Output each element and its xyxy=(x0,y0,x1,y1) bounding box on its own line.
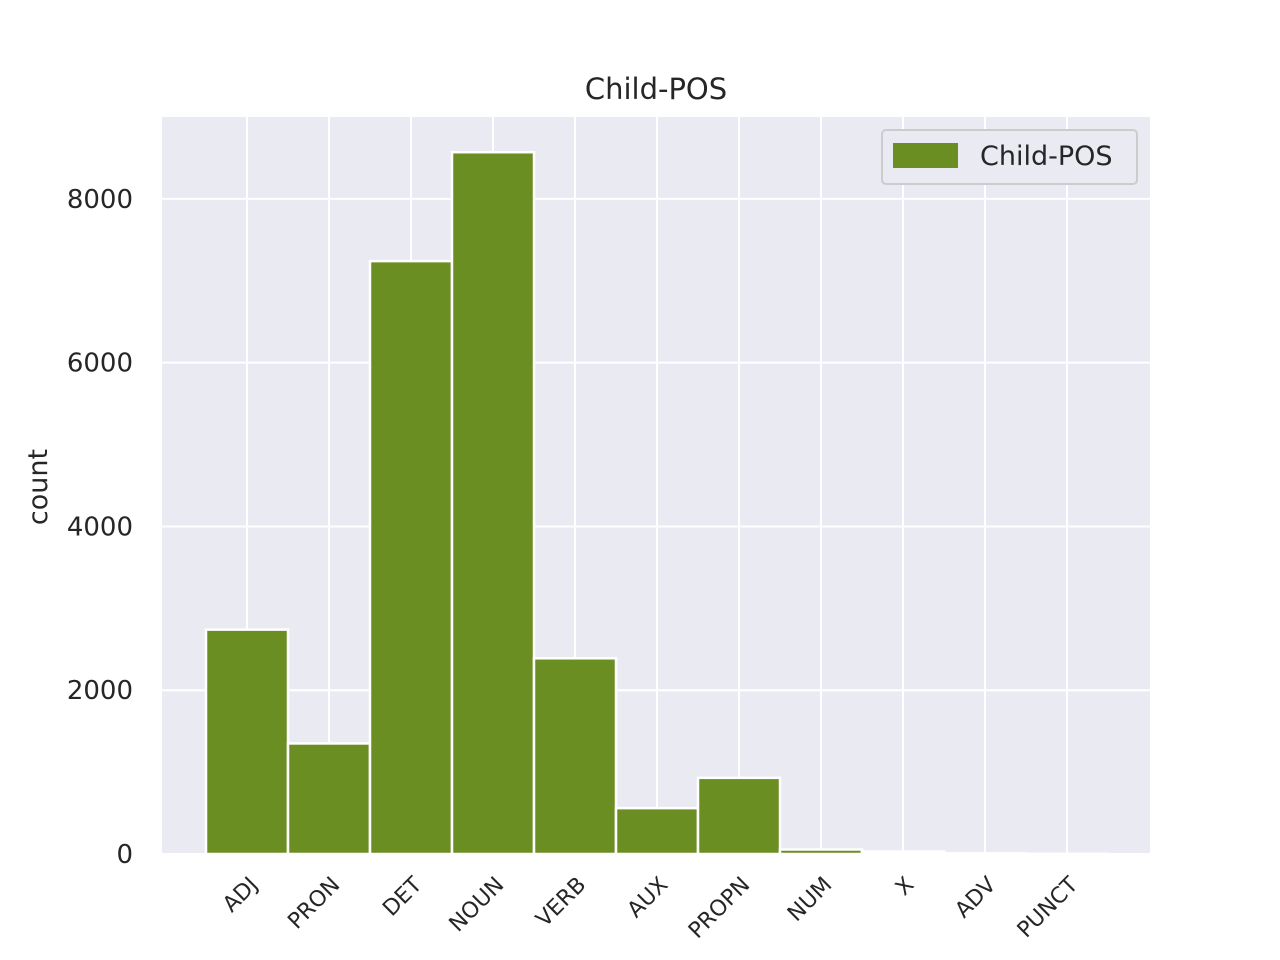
x-tick-label: PRON xyxy=(283,873,345,935)
bar-noun xyxy=(450,150,536,856)
legend-label: Child-POS xyxy=(980,141,1113,172)
bar-num xyxy=(778,848,864,856)
x-tick-label: AUX xyxy=(623,873,673,923)
y-axis-label: count xyxy=(23,449,54,525)
bar-x xyxy=(860,850,946,856)
bars xyxy=(204,150,1110,856)
x-tick-label: PROPN xyxy=(684,873,755,944)
bar-propn xyxy=(696,776,782,856)
bar-pron xyxy=(286,742,372,856)
x-tick-label: NUM xyxy=(783,873,837,927)
x-axis-ticks: ADJ PRON DET NOUN VERB AUX PROPN NUM X ADV PUNCT xyxy=(218,872,1083,944)
y-tick-label: 6000 xyxy=(67,349,133,379)
x-tick-label: X xyxy=(891,873,919,901)
y-tick-label: 2000 xyxy=(67,676,133,706)
y-tick-label: 8000 xyxy=(67,185,133,215)
y-tick-label: 0 xyxy=(116,840,133,870)
x-tick-label: ADJ xyxy=(218,873,263,918)
legend: Child-POS xyxy=(881,129,1138,185)
bar-adv xyxy=(942,852,1028,856)
y-tick-label: 4000 xyxy=(67,512,133,542)
x-tick-label: PUNCT xyxy=(1013,872,1084,943)
bar-verb xyxy=(532,657,618,856)
y-axis-ticks: 0 2000 4000 6000 8000 xyxy=(67,185,133,870)
bar-det xyxy=(368,259,454,856)
x-tick-label: ADV xyxy=(951,873,1002,924)
bar-adj xyxy=(204,628,290,856)
bar-aux xyxy=(614,806,700,856)
x-tick-label: DET xyxy=(378,872,427,921)
x-tick-label: NOUN xyxy=(445,873,510,938)
x-tick-label: VERB xyxy=(532,873,592,933)
legend-swatch xyxy=(893,143,958,168)
chart-title: Child-POS xyxy=(585,72,727,106)
